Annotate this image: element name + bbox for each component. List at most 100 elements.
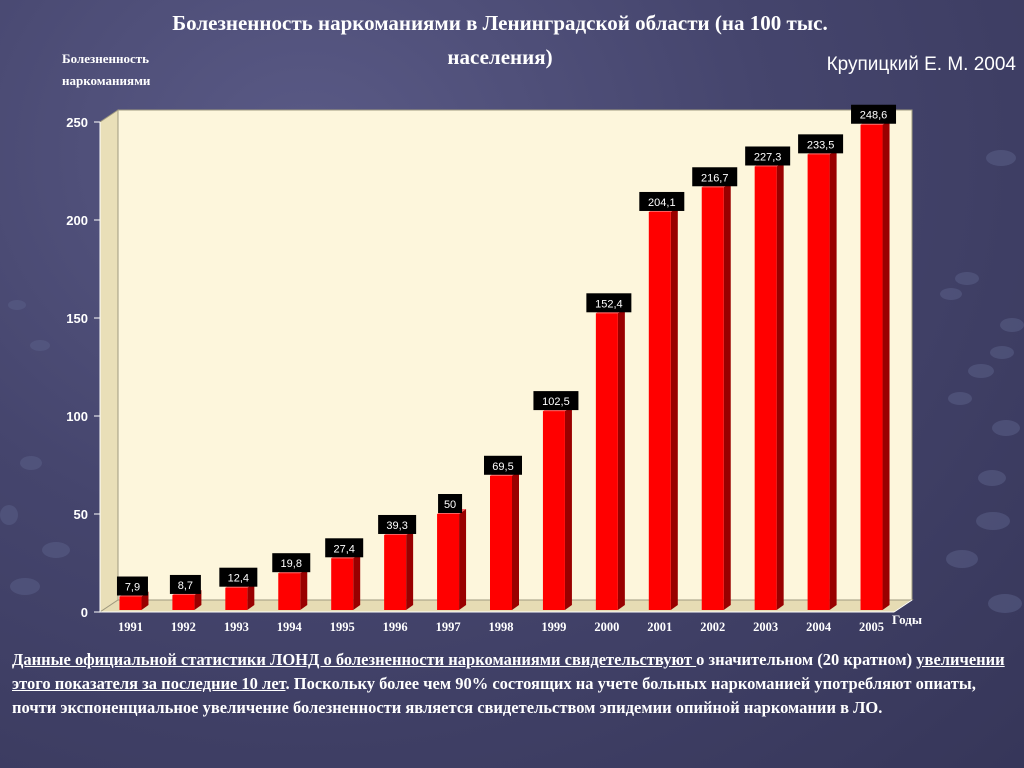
- data-label-box: [438, 494, 463, 513]
- bar-side: [406, 529, 414, 610]
- background-decoration-dot: [986, 150, 1016, 166]
- background-decoration-dot: [992, 420, 1020, 436]
- bar: [648, 211, 671, 611]
- background-decoration-dot: [0, 505, 18, 525]
- caption-text: Данные официальной статистики ЛОНД о бол…: [12, 648, 1016, 720]
- data-label: 12,4: [228, 573, 249, 585]
- y-tick-label: 0: [81, 605, 88, 620]
- x-tick-label: 1997: [436, 620, 461, 634]
- caption-part-1: Данные официальной статистики ЛОНД о бол…: [12, 650, 697, 669]
- bar-chart: 0 50 100 150 200 250 7,9 1991 8,7 1992 12,4 1993 19,…: [66, 104, 922, 634]
- data-label-box: [169, 574, 201, 594]
- bar: [119, 596, 142, 610]
- bar-side: [882, 119, 890, 610]
- data-label: 27,4: [333, 543, 354, 555]
- bar-side: [670, 206, 678, 611]
- data-label-box: [745, 146, 791, 166]
- data-label-box: [378, 514, 417, 534]
- data-label: 102,5: [542, 396, 570, 408]
- data-label: 69,5: [492, 461, 513, 473]
- bar-side: [247, 582, 255, 610]
- bar-side: [194, 589, 202, 610]
- bar-side: [353, 553, 361, 610]
- data-label: 19,8: [281, 558, 302, 570]
- bar-side: [776, 161, 784, 610]
- data-label: 216,7: [701, 172, 729, 184]
- bar: [331, 558, 354, 610]
- x-tick-label: 2003: [753, 620, 778, 634]
- data-label-box: [798, 134, 844, 154]
- y-tick-label: 200: [66, 213, 88, 228]
- x-axis-depth-line: [893, 599, 913, 613]
- x-tick-label: 1993: [224, 620, 249, 634]
- bar-side: [723, 182, 731, 610]
- x-axis-title: Годы: [892, 612, 922, 627]
- y-tick-label: 150: [66, 311, 88, 326]
- y-tick-label: 250: [66, 115, 88, 130]
- data-label-box: [484, 455, 522, 475]
- bar: [225, 587, 248, 610]
- x-tick-label: 1998: [489, 620, 514, 634]
- x-tick-label: 1991: [118, 620, 143, 634]
- data-label: 227,3: [754, 151, 782, 163]
- x-tick-label: 1994: [277, 620, 303, 634]
- background-decoration-dot: [8, 300, 26, 310]
- background-decoration-dot: [968, 364, 994, 378]
- caption-part-3: увеличении этого показателя за последние…: [12, 650, 1005, 693]
- chart-side-wall: [99, 109, 119, 613]
- x-tick-label: 1999: [541, 620, 566, 634]
- background-decoration-dot: [990, 346, 1014, 359]
- bar: [384, 534, 407, 610]
- bar: [490, 475, 512, 610]
- data-label-box: [639, 191, 685, 211]
- y-axis-label: Болезненность наркоманиями: [62, 51, 151, 88]
- bar: [595, 313, 618, 610]
- background-decoration-dot: [30, 340, 50, 351]
- data-label: 7,9: [125, 582, 140, 594]
- x-tick-label: 2004: [806, 620, 832, 634]
- x-tick-label: 1995: [330, 620, 355, 634]
- bar: [172, 594, 195, 610]
- bar: [278, 573, 301, 610]
- x-tick-label: 2002: [700, 620, 725, 634]
- bar: [437, 514, 460, 610]
- background-decoration-dot: [948, 392, 972, 405]
- bar-side: [512, 470, 519, 610]
- background-decoration-dot: [978, 470, 1006, 486]
- bar: [701, 187, 724, 610]
- bar: [807, 154, 830, 610]
- data-label: 233,5: [807, 139, 835, 151]
- x-tick-label: 2000: [594, 620, 619, 634]
- bar-side: [141, 591, 149, 610]
- background-decoration-dot: [1000, 318, 1024, 332]
- bar: [860, 124, 883, 610]
- data-label: 204,1: [648, 197, 676, 209]
- x-tick-label: 2005: [859, 620, 884, 634]
- data-label: 248,6: [860, 110, 888, 122]
- bar: [542, 411, 565, 610]
- caption-part-2: о значительном (20 кратном): [696, 650, 917, 669]
- background-decoration-dot: [940, 288, 962, 300]
- bar-side: [617, 308, 625, 610]
- data-label: 152,4: [595, 298, 623, 310]
- background-decoration-dot: [20, 456, 42, 470]
- bar-side: [459, 509, 467, 610]
- background-decoration-dot: [946, 550, 978, 568]
- data-label-box: [272, 553, 311, 573]
- x-tick-label: 1992: [171, 620, 196, 634]
- background-decoration-dot: [955, 272, 979, 285]
- bar-side: [564, 406, 572, 610]
- data-label: 8,7: [178, 580, 193, 592]
- bar-side: [829, 149, 837, 610]
- y-tick-label: 50: [74, 507, 88, 522]
- bar-side: [300, 568, 308, 610]
- data-label-box: [116, 576, 148, 596]
- y-tick-label: 100: [66, 409, 88, 424]
- caption-part-4: . Поскольку более чем 90% состоящих на у…: [12, 674, 976, 717]
- x-tick-label: 1996: [383, 620, 408, 634]
- data-label-box: [692, 167, 738, 187]
- data-label-box: [586, 293, 632, 313]
- data-label-box: [325, 538, 364, 558]
- author-label: Крупицкий Е. М. 2004: [826, 54, 1016, 75]
- data-label-box: [219, 567, 258, 587]
